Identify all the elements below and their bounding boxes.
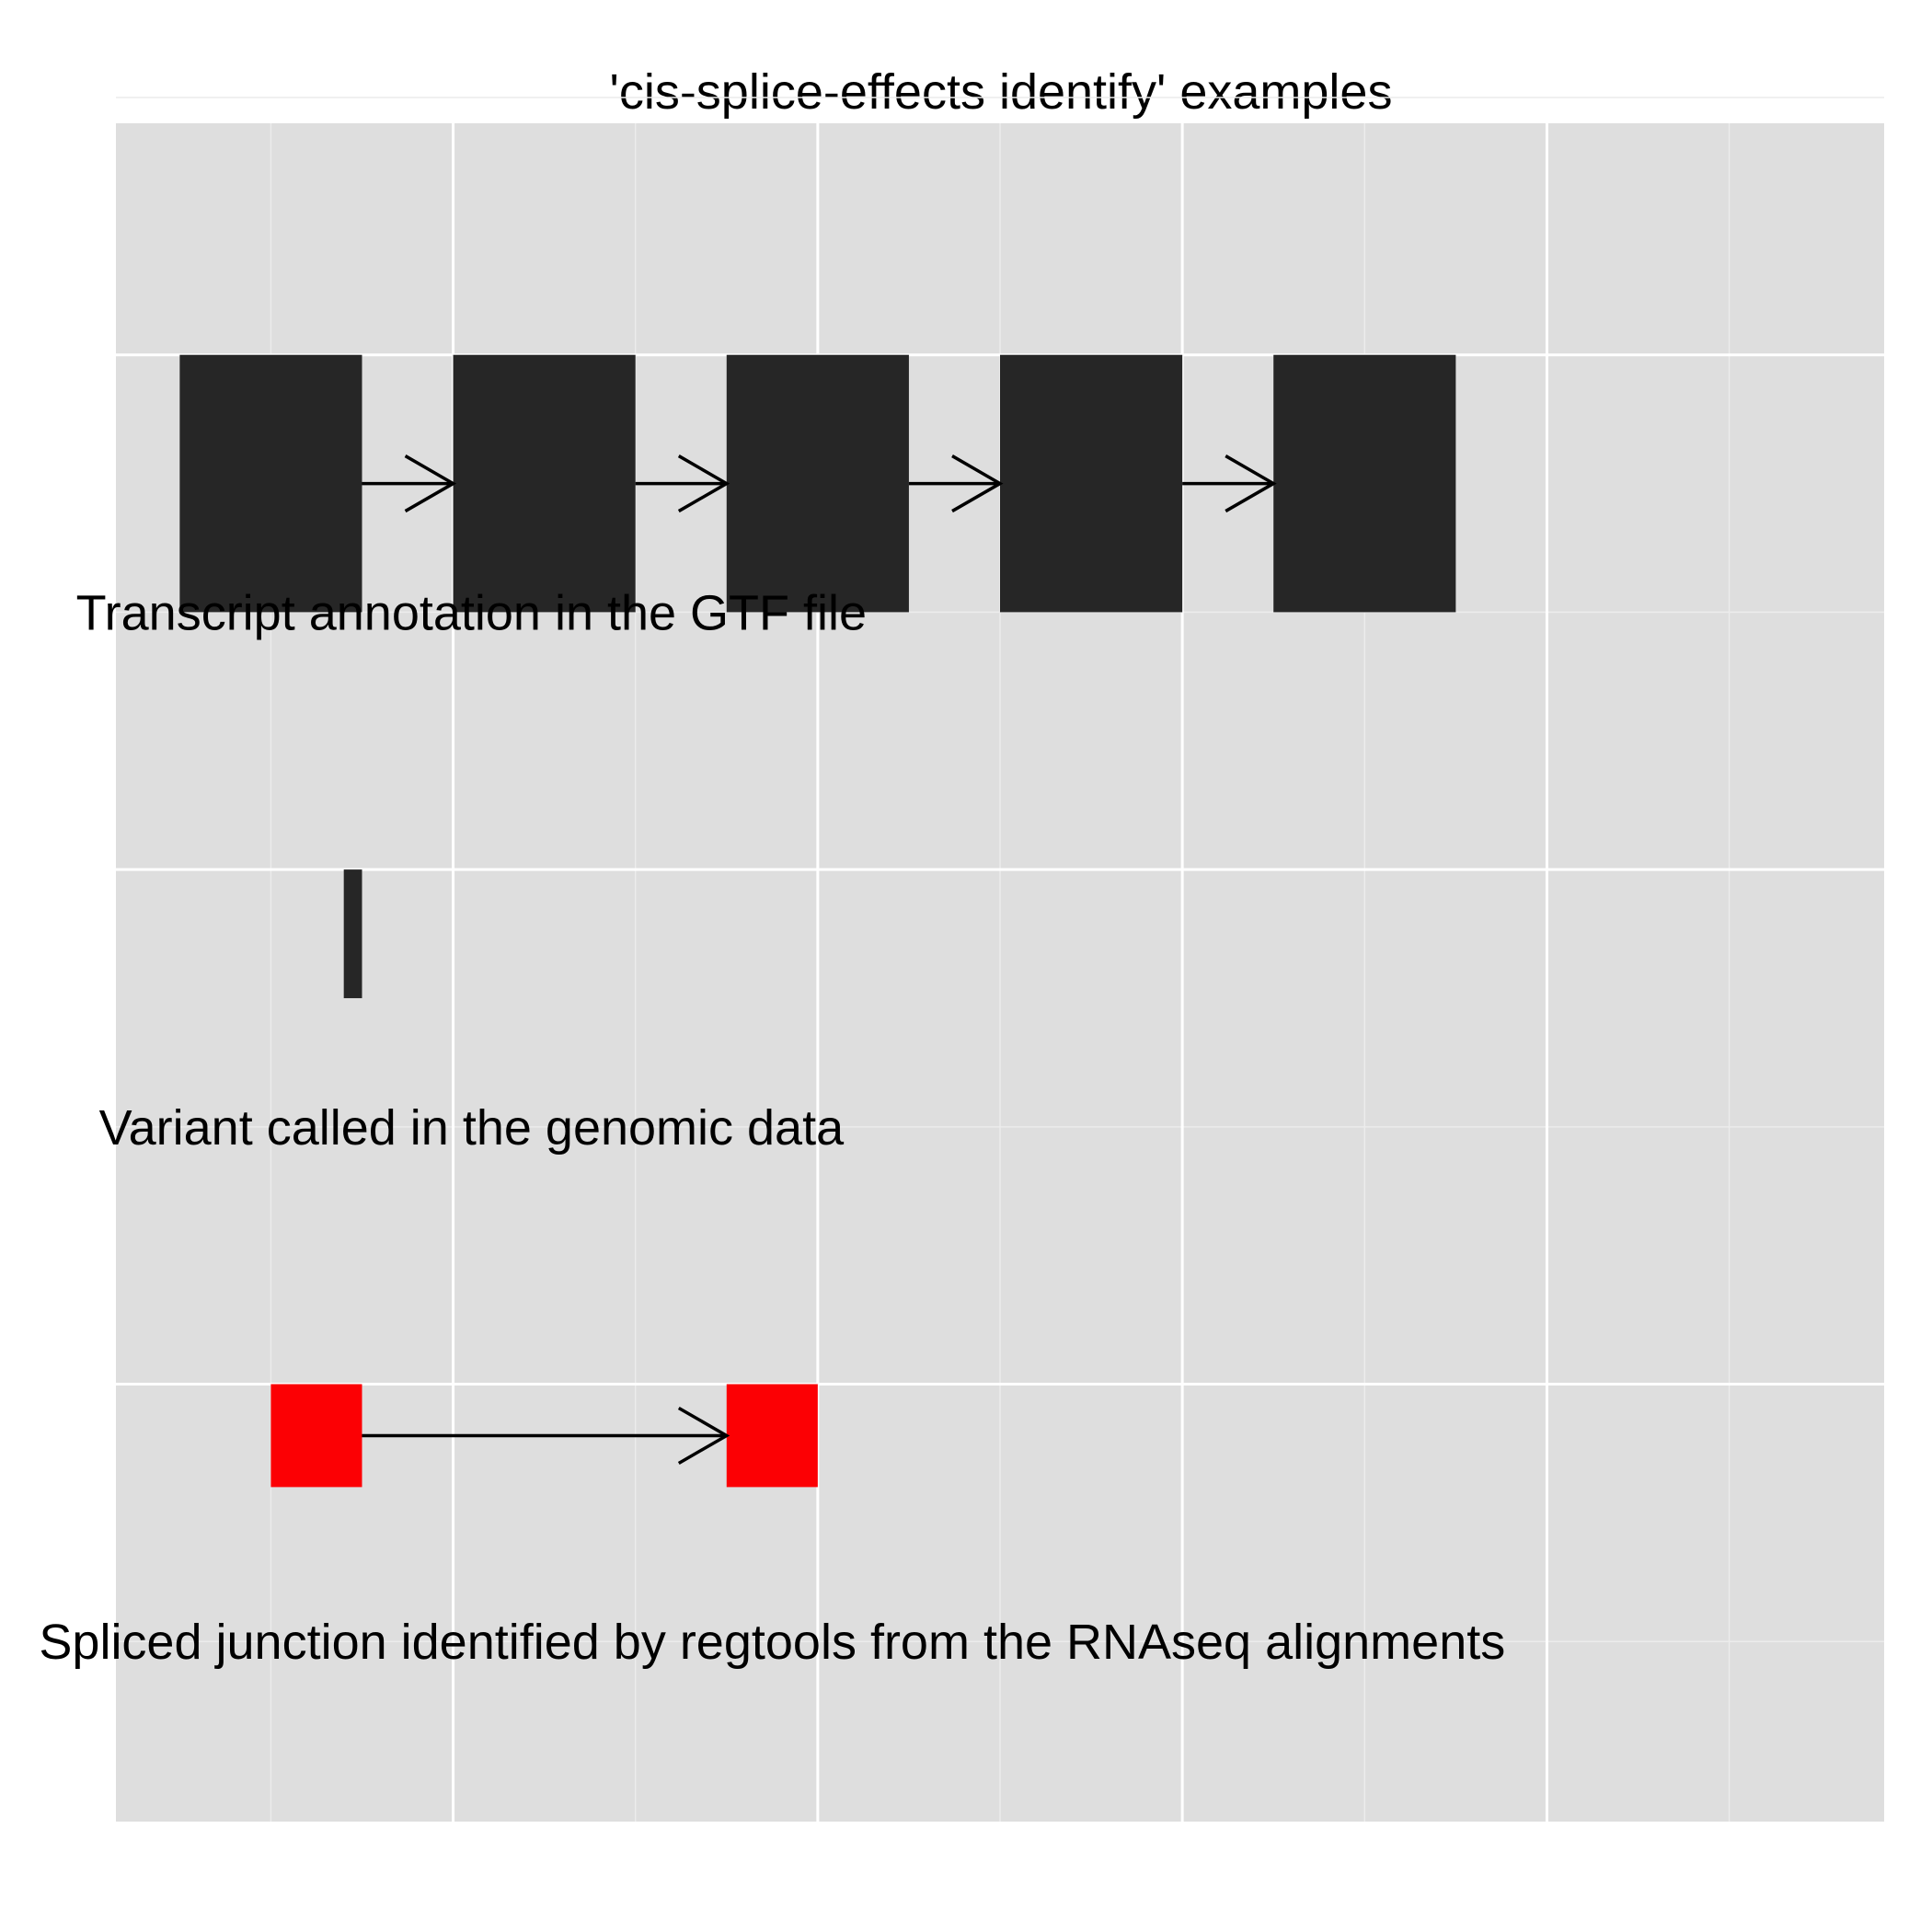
tracks-layer: Transcript annotation in the GTF file Var… [39, 354, 1505, 1670]
exon-block [1000, 354, 1183, 613]
exon-block [726, 354, 909, 613]
track-label: Transcript annotation in the GTF file [76, 585, 867, 640]
track-label: Spliced junction identified by regtools … [39, 1615, 1505, 1670]
arrowhead-icon [1225, 454, 1277, 513]
track-1: Transcript annotation in the GTF file [76, 354, 1456, 640]
variant-marker [343, 869, 362, 998]
track-2: Variant called in the genomic data [99, 869, 845, 1156]
arrowhead-icon [404, 454, 457, 513]
exon-block [453, 354, 636, 613]
arrowhead-icon [951, 454, 1004, 513]
figure-title: 'cis-splice-effects identify' examples [610, 64, 1393, 120]
exon-block [1273, 354, 1456, 613]
arrowhead-icon [677, 454, 730, 513]
track-label: Variant called in the genomic data [99, 1100, 845, 1156]
arrowhead-icon [677, 1406, 730, 1465]
exon-block [179, 354, 362, 613]
junction-block [726, 1384, 818, 1488]
track-3: Spliced junction identified by regtools … [39, 1384, 1505, 1670]
junction-block [270, 1384, 362, 1488]
